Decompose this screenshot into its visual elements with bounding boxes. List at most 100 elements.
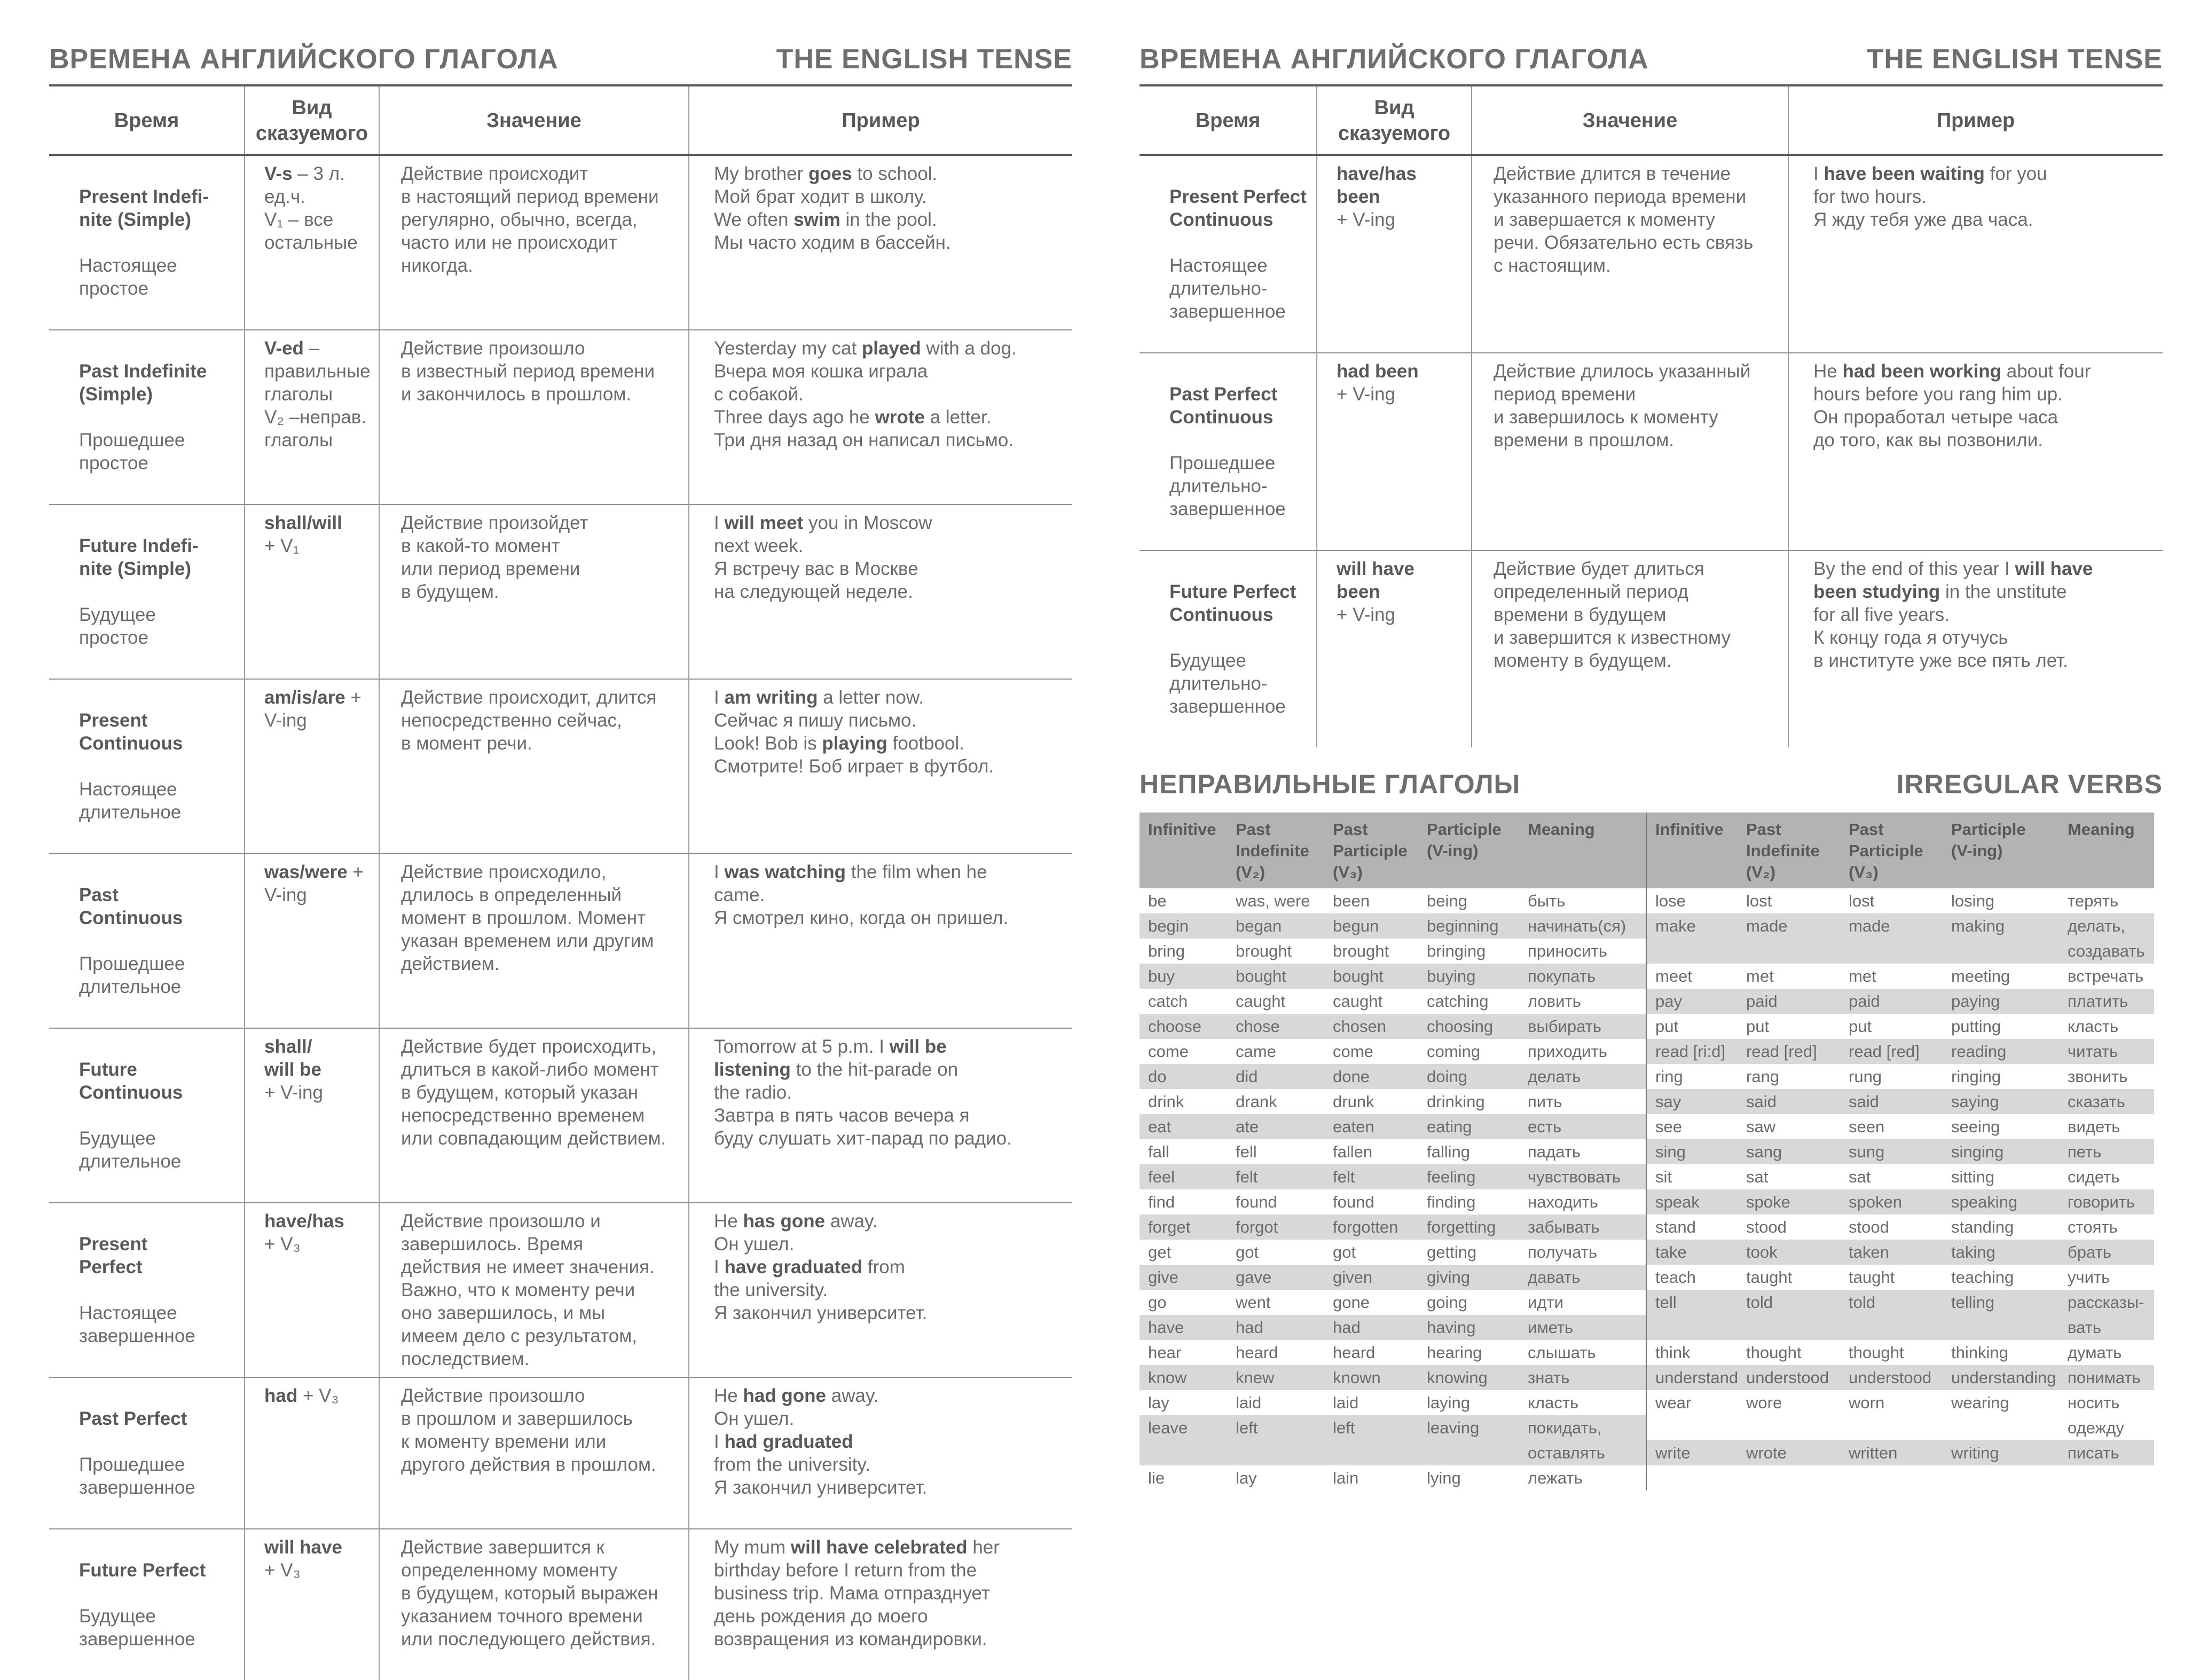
verb-cell-infinitive: find xyxy=(1148,1193,1175,1211)
tense-cell-time: Future Perfect Будущее завершенное xyxy=(49,1528,245,1680)
col-header-meaning: Meaning xyxy=(2068,813,2154,888)
verb-cell-infinitive: hear xyxy=(1148,1343,1182,1362)
verb-row: give gave given giving давать xyxy=(1140,1265,1646,1290)
verb-cell-infinitive: wear xyxy=(1655,1393,1692,1412)
verb-row: sit sat sat sitting сидеть xyxy=(1647,1164,2154,1189)
verb-cell-meaning: выбирать xyxy=(1528,1014,1646,1039)
verb-cell-participle: knowing xyxy=(1427,1365,1528,1390)
page-title-en: THE ENGLISH TENSE xyxy=(1866,44,2163,75)
verb-cell-past-indefinite: came xyxy=(1236,1042,1276,1061)
tense-name-en: Future Perfect Continuous xyxy=(1169,581,1296,625)
verb-cell-past-indefinite: put xyxy=(1746,1017,1770,1036)
page-title-en: THE ENGLISH TENSE xyxy=(776,44,1072,75)
tense-name-en: Past Perfect Continuous xyxy=(1169,384,1278,428)
verb-cell-past-indefinite: stood xyxy=(1746,1218,1787,1236)
verb-cell-past-participle: lost xyxy=(1849,892,1875,910)
col-header-meaning: Meaning xyxy=(1528,813,1646,888)
verb-cell-past-participle: drunk xyxy=(1333,1092,1374,1111)
tense-cell-meaning: Действие произошло и завершилось. Время … xyxy=(379,1202,689,1377)
verb-cell-meaning: есть xyxy=(1528,1114,1646,1139)
tense-name-en: Present Perfect xyxy=(79,1234,148,1277)
tense-name-ru: Настоящее завершенное xyxy=(79,1303,195,1346)
tense-name-ru: Будущее простое xyxy=(79,604,156,648)
verb-cell-past-participle: written xyxy=(1849,1440,1951,1465)
col-header-form: Вид сказуемого xyxy=(244,84,379,156)
verb-cell-past-indefinite: spoke xyxy=(1746,1189,1849,1214)
tense-name-en: Past Perfect xyxy=(79,1408,187,1429)
verb-cell-meaning: говорить xyxy=(2068,1189,2154,1214)
verb-row: lie lay lain lying лежать xyxy=(1140,1465,1646,1490)
col-header-meaning: Значение xyxy=(379,84,689,156)
col-header-example: Пример xyxy=(688,84,1072,156)
verb-cell-meaning: забывать xyxy=(1528,1214,1646,1240)
verb-cell-participle: paying xyxy=(1951,989,2068,1014)
tense-cell-form: have/has been + V-ing xyxy=(1316,155,1472,353)
verb-cell-meaning: находить xyxy=(1528,1193,1598,1211)
tense-cell-example: By the end of this year I will have been … xyxy=(1788,550,2163,747)
verb-cell-infinitive: speak xyxy=(1647,1189,1746,1214)
tense-cell-example: He has gone away. Он ушел. I have graduate… xyxy=(688,1202,1072,1377)
tense-row: Past Continuous Прошедшее длительное was… xyxy=(49,853,1072,1028)
verb-row: choose chose chosen choosing выбирать xyxy=(1140,1014,1646,1039)
verb-cell-past-indefinite: heard xyxy=(1236,1343,1278,1362)
tense-cell-time: Past Perfect Прошедшее завершенное xyxy=(49,1377,245,1529)
tense-name-ru: Прошедшее простое xyxy=(79,430,185,474)
verb-cell-infinitive: tell xyxy=(1647,1290,1746,1340)
verb-row: catch caught caught catching ловить xyxy=(1140,989,1646,1014)
verb-cell-past-indefinite: felt xyxy=(1236,1164,1333,1189)
irregular-verbs-title-en: IRREGULAR VERBS xyxy=(1896,769,2163,799)
verb-cell-past-indefinite: thought xyxy=(1746,1343,1802,1362)
verb-row: stand stood stood standing стоять xyxy=(1647,1214,2154,1240)
tense-cell-meaning: Действие длилось указанный период времен… xyxy=(1471,352,1788,550)
verb-cell-meaning: приходить xyxy=(1528,1042,1607,1061)
verb-cell-infinitive: catch xyxy=(1148,992,1188,1011)
verb-row: understand understood understood underst… xyxy=(1647,1365,2154,1390)
verb-cell-infinitive: be xyxy=(1148,892,1167,910)
verb-cell-infinitive: lay xyxy=(1148,1393,1169,1412)
verb-cell-meaning: учить xyxy=(2068,1268,2110,1287)
tense-row: Future Perfect Continuous Будущее длител… xyxy=(1140,550,2163,747)
verb-cell-participle: teaching xyxy=(1951,1268,2014,1287)
verb-cell-past-indefinite: saw xyxy=(1746,1117,1776,1136)
tense-name-ru: Настоящее длительное xyxy=(79,779,182,823)
verb-cell-participle: buying xyxy=(1427,964,1528,989)
verb-cell-participle: seeing xyxy=(1951,1117,2000,1136)
tense-cell-form: had + V₃ xyxy=(244,1377,379,1529)
verb-cell-participle: singing xyxy=(1951,1139,2068,1164)
verb-cell-infinitive: stand xyxy=(1655,1218,1696,1236)
tense-header-row: Время Вид сказуемого Значение Пример xyxy=(49,84,1072,156)
verb-row: teach taught taught teaching учить xyxy=(1647,1265,2154,1290)
tense-name-ru: Будущее длительно- завершенное xyxy=(1169,650,1286,717)
verb-cell-infinitive: ring xyxy=(1655,1067,1683,1086)
col-header-past-indefinite: Past Indefinite (V₂) xyxy=(1236,813,1333,888)
verb-cell-past-participle: made xyxy=(1849,913,1951,964)
tense-row: Present Perfect Настоящее завершенное ha… xyxy=(49,1202,1072,1377)
verb-cell-past-indefinite: made xyxy=(1746,913,1849,964)
right-page-title-row: ВРЕМЕНА АНГЛИЙСКОГО ГЛАГОЛА THE ENGLISH … xyxy=(1140,43,2163,76)
verb-cell-infinitive: read [ri:d] xyxy=(1647,1039,1746,1064)
tense-name-ru: Будущее завершенное xyxy=(79,1606,195,1650)
verb-row: write wrote written writing писать xyxy=(1647,1440,2154,1465)
left-page: ВРЕМЕНА АНГЛИЙСКОГО ГЛАГОЛА THE ENGLISH … xyxy=(49,43,1072,1680)
verb-cell-participle: telling xyxy=(1951,1290,2068,1340)
verb-cell-past-participle: thought xyxy=(1849,1343,1904,1362)
verb-cell-meaning: класть xyxy=(1528,1393,1579,1412)
verb-cell-past-indefinite: went xyxy=(1236,1293,1271,1312)
col-header-participle: Participle (V-ing) xyxy=(1951,813,2068,888)
verb-row: come came come coming приходить xyxy=(1140,1039,1646,1064)
tense-name-ru: Настоящее простое xyxy=(79,255,177,299)
verb-cell-past-participle: put xyxy=(1849,1017,1872,1036)
tense-cell-form: will have been + V-ing xyxy=(1316,550,1472,747)
col-header-form: Вид сказуемого xyxy=(1316,84,1472,156)
verb-cell-participle: laying xyxy=(1427,1393,1470,1412)
verb-cell-infinitive: drink xyxy=(1148,1092,1184,1111)
right-page: ВРЕМЕНА АНГЛИЙСКОГО ГЛАГОЛА THE ENGLISH … xyxy=(1140,43,2163,1490)
tense-cell-meaning: Действие происходило, длилось в определе… xyxy=(379,853,689,1028)
verb-cell-past-indefinite: was, were xyxy=(1236,892,1310,910)
verb-cell-meaning: сказать xyxy=(2068,1089,2154,1114)
verb-cell-past-indefinite: gave xyxy=(1236,1265,1333,1290)
tense-cell-form: had been + V-ing xyxy=(1316,352,1472,550)
verb-cell-meaning: начинать(ся) xyxy=(1528,913,1646,938)
tense-row: Present Perfect Continuous Настоящее дли… xyxy=(1140,155,2163,353)
verb-cell-meaning: читать xyxy=(2068,1039,2154,1064)
